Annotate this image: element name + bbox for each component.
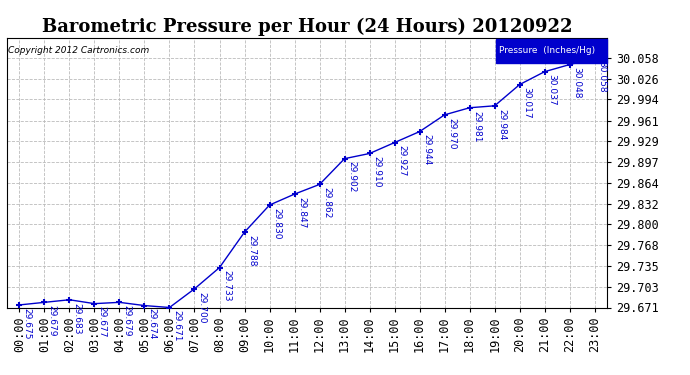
- Text: 29.675: 29.675: [22, 308, 31, 339]
- Text: 29.902: 29.902: [347, 161, 356, 193]
- Text: 29.683: 29.683: [72, 303, 81, 334]
- Text: 29.981: 29.981: [473, 111, 482, 142]
- Text: 29.830: 29.830: [273, 208, 282, 239]
- Text: 29.788: 29.788: [247, 235, 256, 266]
- Text: Copyright 2012 Cartronics.com: Copyright 2012 Cartronics.com: [8, 46, 149, 55]
- Text: 29.984: 29.984: [497, 109, 506, 140]
- Text: 30.037: 30.037: [547, 74, 556, 106]
- Text: 29.944: 29.944: [422, 134, 431, 166]
- Text: 29.970: 29.970: [447, 118, 456, 149]
- Title: Barometric Pressure per Hour (24 Hours) 20120922: Barometric Pressure per Hour (24 Hours) …: [42, 18, 572, 36]
- Text: 29.927: 29.927: [397, 146, 406, 177]
- Text: 29.847: 29.847: [297, 197, 306, 228]
- Text: 29.674: 29.674: [147, 308, 156, 340]
- Text: 29.700: 29.700: [197, 292, 206, 323]
- Text: 29.910: 29.910: [373, 156, 382, 188]
- Text: 29.862: 29.862: [322, 187, 331, 219]
- Text: 30.058: 30.058: [598, 61, 607, 93]
- FancyBboxPatch shape: [496, 39, 607, 63]
- Text: 29.679: 29.679: [122, 305, 131, 337]
- Text: 29.733: 29.733: [222, 270, 231, 302]
- Text: 30.048: 30.048: [573, 68, 582, 99]
- Text: Pressure  (Inches/Hg): Pressure (Inches/Hg): [499, 46, 595, 55]
- Text: 29.671: 29.671: [172, 310, 181, 342]
- Text: 30.017: 30.017: [522, 87, 531, 119]
- Text: 29.677: 29.677: [97, 306, 106, 338]
- Text: 29.679: 29.679: [47, 305, 56, 337]
